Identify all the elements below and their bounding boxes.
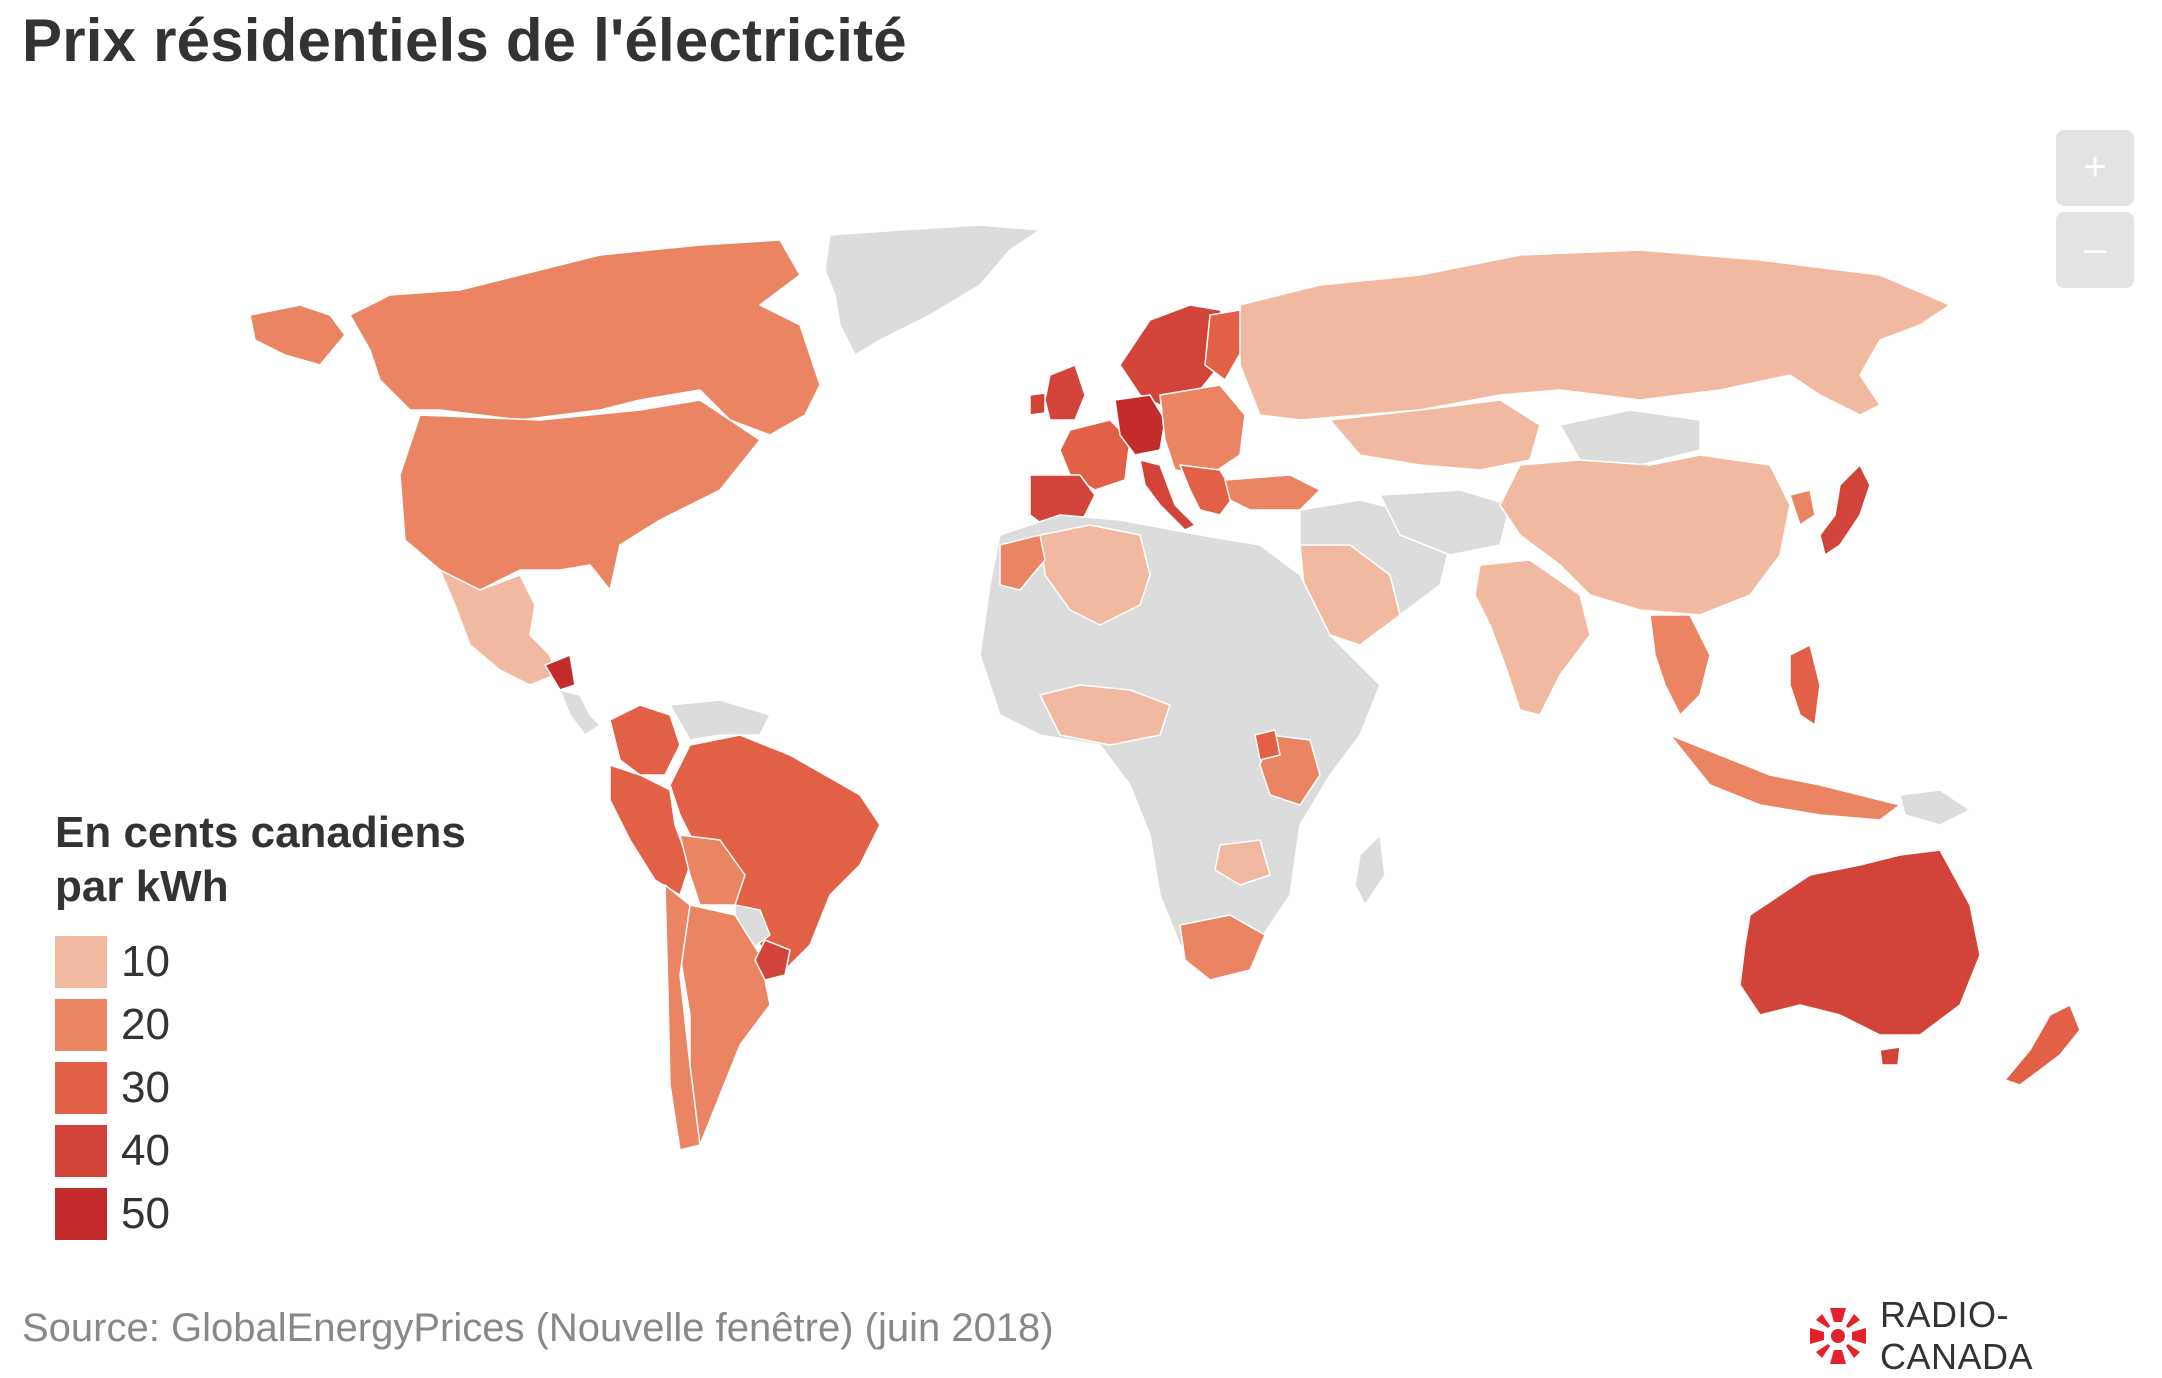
- legend-label: 10: [121, 936, 170, 986]
- map-region-germany[interactable]: [1114, 394, 1166, 456]
- legend-swatch: [55, 1061, 107, 1114]
- map-region-greenland[interactable]: [824, 224, 1041, 356]
- gem-petal-tl: [1816, 1314, 1830, 1328]
- legend-item: 40: [55, 1119, 466, 1182]
- zoom-in-button[interactable]: +: [2056, 130, 2134, 206]
- gem-petal-tr: [1846, 1314, 1860, 1328]
- map-region-philippines[interactable]: [1789, 644, 1821, 726]
- map-region-italy[interactable]: [1139, 459, 1196, 531]
- map-region-africa[interactable]: [979, 514, 1381, 976]
- radio-canada-logo[interactable]: RADIO-CANADA: [1806, 1294, 2162, 1378]
- map-region-usa[interactable]: [399, 399, 761, 591]
- map-region-south-africa[interactable]: [1179, 914, 1266, 981]
- zoom-out-button[interactable]: –: [2056, 212, 2134, 288]
- map-region-venezuela-guiana[interactable]: [669, 699, 771, 741]
- map-region-turkey[interactable]: [1224, 474, 1321, 511]
- map-region-mexico[interactable]: [439, 569, 556, 686]
- map-region-india[interactable]: [1474, 559, 1591, 716]
- map-region-iran-afghan[interactable]: [1379, 489, 1511, 556]
- legend-items: 10 20 30 40 50: [55, 930, 466, 1245]
- legend-item: 30: [55, 1056, 466, 1119]
- gem-shapes: [1810, 1308, 1866, 1364]
- map-region-ireland[interactable]: [1029, 392, 1046, 416]
- legend-swatch: [55, 935, 107, 988]
- map-region-russia[interactable]: [1239, 249, 1951, 421]
- legend-swatch: [55, 998, 107, 1051]
- map-region-mongolia[interactable]: [1559, 409, 1701, 466]
- gem-petal-br: [1846, 1344, 1860, 1358]
- map-region-west-africa[interactable]: [1039, 684, 1171, 746]
- map-region-balkans[interactable]: [1179, 464, 1236, 516]
- map-region-central-america[interactable]: [544, 654, 576, 691]
- legend-label: 30: [121, 1062, 170, 1112]
- legend-item: 50: [55, 1182, 466, 1245]
- map-region-argentina[interactable]: [679, 904, 771, 1146]
- brand-name: RADIO-CANADA: [1880, 1294, 2034, 1377]
- map-region-alaska[interactable]: [249, 304, 346, 366]
- map-region-tasmania[interactable]: [1879, 1046, 1901, 1066]
- map-region-southern-africa[interactable]: [1214, 839, 1271, 886]
- gem-petal-left: [1810, 1328, 1824, 1344]
- legend-title-line-1: En cents canadiens: [55, 808, 466, 857]
- legend-title-line-2: par kWh: [55, 862, 229, 911]
- map-region-finland[interactable]: [1204, 309, 1246, 381]
- legend-label: 20: [121, 999, 170, 1049]
- map-region-madagascar[interactable]: [1354, 834, 1386, 906]
- gem-center-dot: [1831, 1329, 1845, 1343]
- map-region-france[interactable]: [1059, 419, 1131, 491]
- map-region-uruguay[interactable]: [754, 939, 791, 981]
- gem-petal-top: [1830, 1308, 1846, 1322]
- gem-petal-bottom: [1830, 1350, 1846, 1364]
- legend-label: 50: [121, 1188, 170, 1238]
- legend-swatch: [55, 1124, 107, 1177]
- legend: En cents canadiens par kWh 10 20 30 40 5…: [55, 806, 466, 1245]
- gem-petal-right: [1852, 1328, 1866, 1344]
- legend-item: 10: [55, 930, 466, 993]
- map-region-uganda[interactable]: [1254, 729, 1281, 761]
- legend-title: En cents canadiens par kWh: [55, 806, 466, 914]
- page-title: Prix résidentiels de l'électricité: [22, 7, 907, 74]
- world-map[interactable]: [0, 215, 2162, 1175]
- map-region-new-zealand[interactable]: [2004, 1004, 2081, 1086]
- legend-label: 40: [121, 1125, 170, 1175]
- map-region-uk[interactable]: [1044, 364, 1086, 421]
- map-region-australia[interactable]: [1739, 849, 1981, 1036]
- map-region-eastern-europe[interactable]: [1159, 384, 1246, 476]
- map-region-china[interactable]: [1499, 454, 1791, 616]
- map-region-morocco[interactable]: [999, 534, 1046, 591]
- radio-canada-gem-icon: [1810, 1308, 1866, 1364]
- map-region-korea[interactable]: [1789, 489, 1816, 526]
- map-region-southeast-asia[interactable]: [1649, 614, 1711, 716]
- map-region-indonesia[interactable]: [1669, 734, 1901, 821]
- map-region-chile[interactable]: [664, 884, 701, 1151]
- legend-swatch: [55, 1187, 107, 1240]
- map-region-papua[interactable]: [1899, 789, 1971, 826]
- map-region-canada[interactable]: [349, 239, 821, 436]
- map-region-japan[interactable]: [1819, 464, 1871, 556]
- map-region-colombia[interactable]: [609, 704, 681, 776]
- map-region-brazil[interactable]: [669, 734, 881, 976]
- source-link[interactable]: Source: GlobalEnergyPrices (Nouvelle fen…: [22, 1306, 1054, 1350]
- map-region-algeria[interactable]: [1039, 524, 1151, 626]
- map-region-peru[interactable]: [609, 764, 691, 896]
- gem-petal-bl: [1816, 1344, 1830, 1358]
- map-region-central-south[interactable]: [559, 689, 601, 736]
- legend-item: 20: [55, 993, 466, 1056]
- map-region-central-asia[interactable]: [1329, 399, 1541, 471]
